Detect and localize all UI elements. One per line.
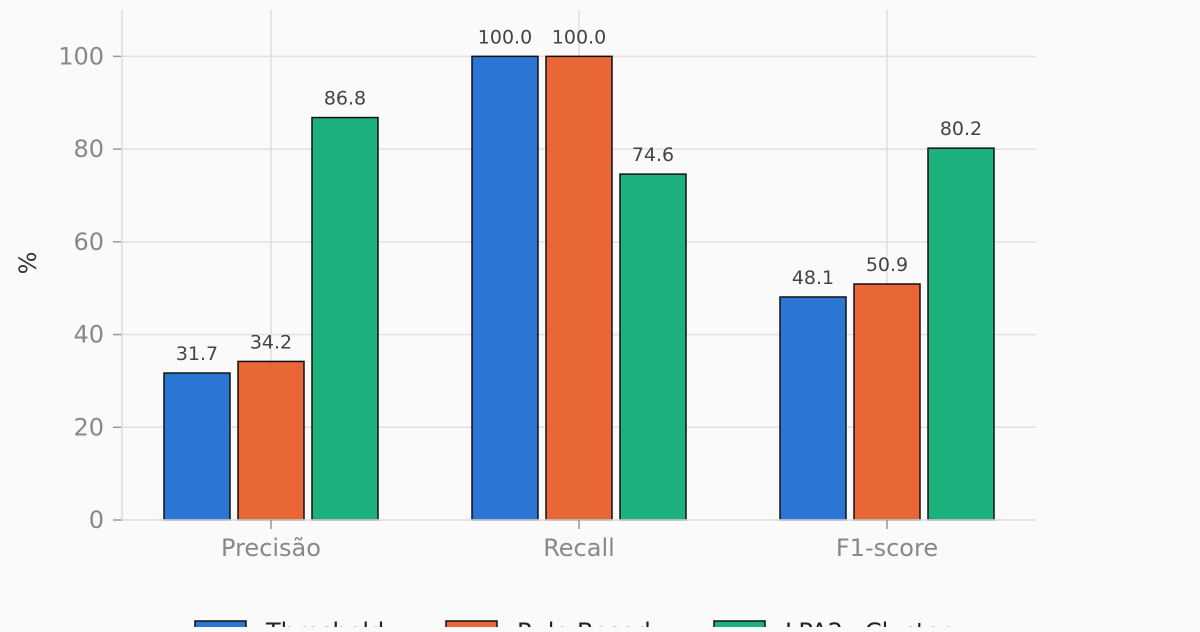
x-tick-label: F1-score — [836, 534, 938, 562]
legend-label: Rule-Based — [517, 618, 651, 627]
data-label: 34.2 — [250, 331, 292, 353]
data-label: 31.7 — [176, 343, 218, 365]
data-label: 50.9 — [866, 254, 908, 276]
bar — [545, 55, 613, 521]
y-tick-label: 60 — [73, 228, 104, 256]
bar — [853, 283, 921, 521]
legend-swatch — [713, 620, 766, 632]
bar — [927, 147, 995, 521]
bar — [619, 173, 687, 521]
axis-layer: 0 20 40 60 80 100 Precisão Recall F1-score — [58, 10, 1036, 562]
data-label: 100.0 — [478, 26, 532, 48]
bars-layer — [163, 55, 995, 521]
bar — [163, 372, 231, 521]
y-axis-title: % — [14, 252, 42, 275]
y-tick-label: 20 — [73, 413, 104, 441]
bar — [237, 360, 305, 521]
data-label: 86.8 — [324, 88, 366, 110]
bar — [779, 296, 847, 521]
y-tick-label: 80 — [73, 135, 104, 163]
data-labels-layer: 31.7 34.2 86.8 100.0 100.0 74.6 48.1 50.9 80.2 — [176, 26, 982, 365]
y-tick-label: 100 — [58, 42, 104, 70]
x-tick-label: Recall — [543, 534, 615, 562]
legend-label: LPA2v Cluster — [785, 618, 950, 627]
bar — [471, 55, 539, 521]
x-tick-label: Precisão — [221, 534, 321, 562]
bar — [311, 116, 379, 521]
data-label: 48.1 — [792, 267, 834, 289]
legend-label: Threshold — [265, 618, 384, 627]
legend-swatch — [445, 620, 498, 632]
data-label: 74.6 — [632, 144, 674, 166]
y-tick-label: 0 — [89, 506, 104, 534]
y-tick-label: 40 — [73, 321, 104, 349]
legend-swatch — [194, 620, 247, 632]
data-label: 100.0 — [552, 26, 606, 48]
data-label: 80.2 — [940, 118, 982, 140]
legend: Threshold Rule-Based LPA2v Cluster — [194, 618, 950, 632]
